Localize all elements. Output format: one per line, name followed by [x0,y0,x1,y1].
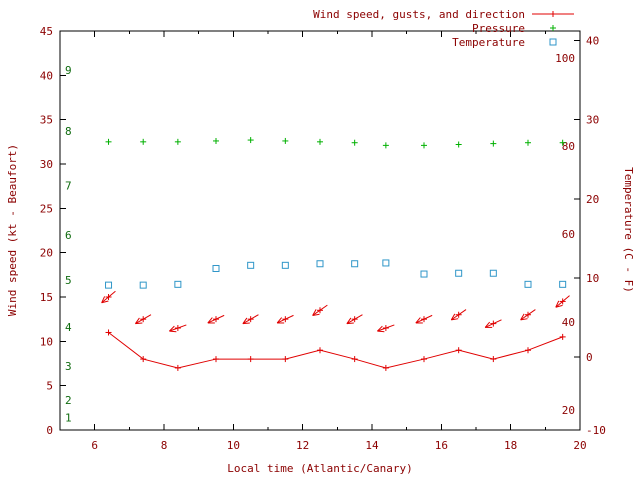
svg-text:14: 14 [365,439,379,452]
svg-text:6: 6 [65,229,72,242]
legend-item-pressure: Pressure [472,21,575,35]
svg-text:16: 16 [435,439,448,452]
svg-text:25: 25 [40,202,53,215]
svg-text:20: 20 [573,439,586,452]
svg-text:10: 10 [586,272,599,285]
svg-text:30: 30 [586,114,599,127]
svg-text:20: 20 [40,247,53,260]
svg-text:-10: -10 [586,424,606,437]
wind-speed-series [105,329,566,371]
svg-text:8: 8 [161,439,168,452]
pressure-series [105,137,566,149]
left-axis-title: Wind speed (kt - Beaufort) [6,143,19,317]
svg-text:5: 5 [65,274,72,287]
svg-text:6: 6 [91,439,98,452]
svg-text:2: 2 [65,394,72,407]
pressure-plus-marker-icon [550,25,556,31]
legend-label-temperature: Temperature [452,35,525,49]
legend: Wind speed, gusts, and direction Pressur… [313,7,575,49]
temperature-square-marker-icon [549,38,557,46]
beaufort-scale-labels: 1 2 3 4 5 6 7 8 9 [65,64,72,425]
svg-text:0: 0 [46,424,53,437]
svg-text:80: 80 [562,140,575,153]
svg-text:0: 0 [586,351,593,364]
svg-text:15: 15 [40,291,53,304]
svg-text:9: 9 [65,64,72,77]
wind-line-plus-marker-icon [532,11,574,17]
x-axis-ticks: 6 8 10 12 14 16 18 20 [91,31,587,452]
legend-item-temperature: Temperature [452,35,575,49]
temperature-series [105,259,567,289]
svg-text:45: 45 [40,25,53,38]
legend-label-wind: Wind speed, gusts, and direction [313,7,525,21]
svg-text:35: 35 [40,114,53,127]
svg-text:10: 10 [227,439,240,452]
svg-text:40: 40 [586,34,599,47]
svg-text:20: 20 [586,193,599,206]
right-axis-title: Temperature (C - F) [622,167,635,293]
legend-item-wind: Wind speed, gusts, and direction [313,7,575,21]
svg-text:10: 10 [40,335,53,348]
plot-frame [59,30,581,431]
svg-text:5: 5 [46,380,53,393]
svg-text:7: 7 [65,179,72,192]
svg-text:20: 20 [562,404,575,417]
svg-text:40: 40 [40,69,53,82]
svg-text:60: 60 [562,228,575,241]
wind-gust-arrows [101,290,570,333]
svg-text:3: 3 [65,360,72,373]
svg-text:18: 18 [504,439,517,452]
svg-text:100: 100 [555,52,575,65]
bottom-axis-title: Local time (Atlantic/Canary) [227,462,413,475]
svg-text:12: 12 [296,439,309,452]
legend-label-pressure: Pressure [472,21,525,35]
left-axis-ticks: 0 5 10 15 20 25 30 35 40 45 [40,25,66,437]
svg-text:40: 40 [562,316,575,329]
svg-text:8: 8 [65,125,72,138]
svg-text:1: 1 [65,412,72,425]
svg-text:30: 30 [40,158,53,171]
svg-text:4: 4 [65,321,72,334]
